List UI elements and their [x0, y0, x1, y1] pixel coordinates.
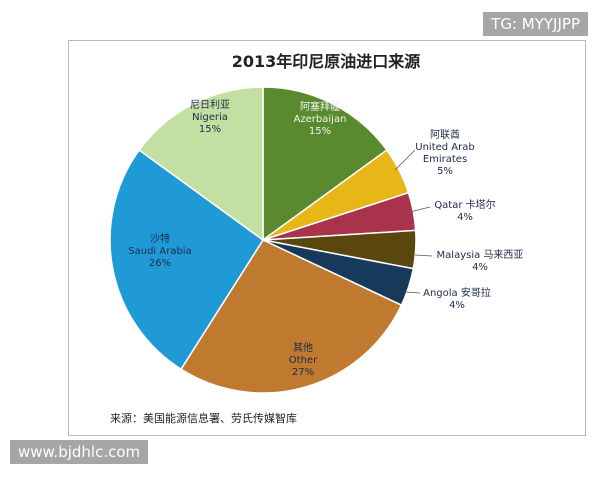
slice-label: 阿联酋 United Arab Emirates 5%: [405, 130, 485, 178]
label-zh: 安哥拉: [460, 288, 491, 299]
label-zh: 沙特: [150, 234, 170, 245]
label-en: Azerbaijan: [293, 114, 347, 125]
label-en: Saudi Arabia: [128, 246, 192, 257]
label-en: Other: [288, 355, 318, 366]
leader-line: [409, 206, 431, 213]
value-label: 4%: [472, 262, 488, 273]
watermark: www.bjdhlc.com: [10, 440, 149, 464]
label-line: Angola 安哥拉: [412, 288, 502, 300]
pie-slice: [179, 239, 403, 394]
value-label: 5%: [437, 166, 453, 177]
label-en: Angola: [423, 288, 458, 299]
value-label: 26%: [148, 258, 172, 269]
slice-label: 其他 Other 27%: [268, 343, 338, 379]
value-label: 4%: [449, 300, 465, 311]
value-label: 15%: [198, 124, 222, 135]
chart-title: 2013年印尼原油进口来源: [231, 52, 421, 71]
label-line: Malaysia 马来西亚: [425, 250, 535, 262]
slice-label: 尼日利亚 Nigeria 15%: [170, 100, 250, 136]
pie-slice: [109, 149, 265, 371]
label-zh: 马来西亚: [483, 250, 524, 261]
leader-line: [414, 254, 433, 257]
label-en: Qatar: [434, 200, 463, 211]
slice-label: Malaysia 马来西亚 4%: [425, 250, 535, 274]
label-zh: 尼日利亚: [190, 100, 230, 111]
label-zh: 卡塔尔: [465, 200, 496, 211]
value-label: 27%: [291, 367, 315, 378]
label-en: Malaysia: [436, 250, 481, 261]
label-en: United Arab Emirates: [415, 142, 475, 165]
label-zh: 其他: [293, 343, 313, 354]
watermark: TG: MYYJJPP: [483, 12, 588, 36]
label-en: Nigeria: [192, 112, 228, 123]
value-label: 4%: [457, 212, 473, 223]
leader-line: [404, 291, 421, 294]
slice-label: Angola 安哥拉 4%: [412, 288, 502, 312]
slice-label: Qatar 卡塔尔 4%: [420, 200, 510, 224]
source-note: 来源：美国能源信息署、劳氏传媒智库: [110, 412, 297, 425]
pie-slice: [262, 86, 388, 242]
label-line: Qatar 卡塔尔: [420, 200, 510, 212]
value-label: 15%: [308, 126, 332, 137]
slice-label: 沙特 Saudi Arabia 26%: [120, 234, 200, 270]
pie-slice: [138, 86, 264, 242]
slice-label: 阿塞拜疆 Azerbaijan 15%: [280, 102, 360, 138]
label-zh: 阿联酋: [430, 130, 460, 141]
leader-line: [394, 149, 416, 171]
label-zh: 阿塞拜疆: [300, 102, 340, 113]
